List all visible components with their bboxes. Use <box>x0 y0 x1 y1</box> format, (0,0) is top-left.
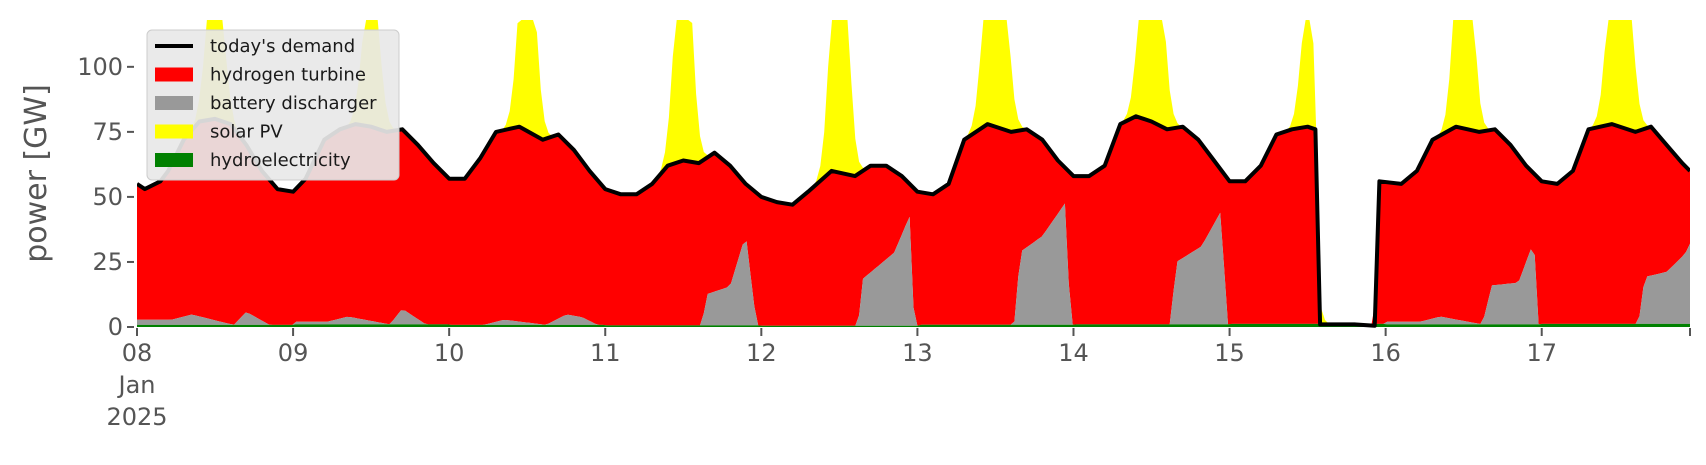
x-tick-label: 12 <box>746 339 777 367</box>
y-tick-label: 25 <box>92 248 123 276</box>
legend-swatch-battery-discharger <box>155 96 193 110</box>
x-tick-label: 15 <box>1214 339 1245 367</box>
legend-label-hydrogen-turbine: hydrogen turbine <box>210 65 366 86</box>
x-tick-label: 14 <box>1058 339 1089 367</box>
x-tick-sublabel: 2025 <box>106 403 167 431</box>
y-tick-label: 0 <box>108 313 123 341</box>
x-tick-label: 16 <box>1370 339 1401 367</box>
legend: today's demand hydrogen turbine battery di… <box>146 29 400 181</box>
legend-label-battery-discharger: battery discharger <box>210 93 377 114</box>
series-battery-discharger-area <box>137 203 1690 326</box>
legend-swatch-hydroelectricity <box>155 153 193 167</box>
series-hydrogen-turbine-area <box>137 116 1690 326</box>
x-tick-label: 09 <box>278 339 309 367</box>
axes: 0 25 50 75 100 08 Jan 2025 09 10 11 12 13 14 15 16 17 <box>77 53 1691 431</box>
x-tick-label: 17 <box>1526 339 1557 367</box>
series-hydroelectricity-area <box>137 323 1690 327</box>
x-tick-label: 10 <box>434 339 465 367</box>
legend-label-today-s-demand: today's demand <box>210 36 355 57</box>
legend-label-solar-pv: solar PV <box>210 122 283 143</box>
x-tick-label: 11 <box>590 339 621 367</box>
y-tick-label: 100 <box>77 53 123 81</box>
legend-swatch-solar-pv <box>155 124 193 139</box>
x-tick-sublabel: Jan <box>117 371 156 399</box>
legend-box <box>146 29 400 181</box>
series-solar-pv-area <box>137 20 1690 324</box>
y-tick-label: 50 <box>92 183 123 211</box>
y-axis-title: power [GW] <box>19 84 54 263</box>
plot-area <box>137 20 1690 328</box>
legend-swatch-hydrogen-turbine <box>155 67 193 82</box>
x-tick-label: 08 <box>122 339 153 367</box>
y-tick-label: 75 <box>92 118 123 146</box>
legend-label-hydroelectricity: hydroelectricity <box>210 150 351 171</box>
x-tick-label: 13 <box>902 339 933 367</box>
